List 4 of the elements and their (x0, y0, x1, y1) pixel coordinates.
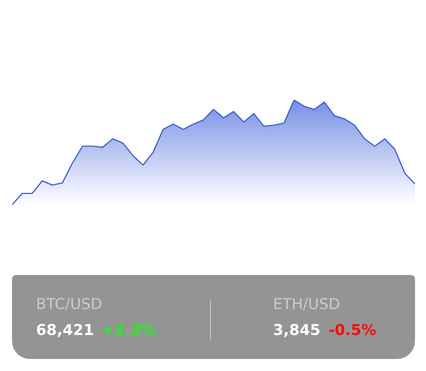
text: -0.5% (328, 321, 376, 339)
text: 3,845 (273, 321, 320, 339)
text: +2.3% (102, 321, 156, 339)
text: 68,421 (36, 321, 94, 339)
